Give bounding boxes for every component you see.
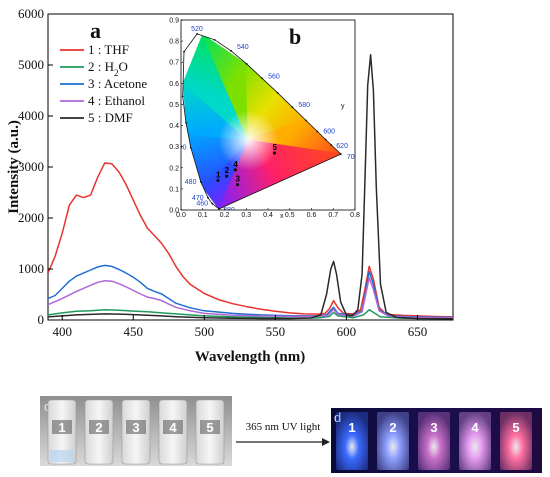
x-axis-ticks: 400 450 500 550 600 650 [52,315,427,339]
inset-y-tick: 0.9 [169,18,179,25]
inset-ticks: 0.0 0.1 0.2 0.3 0.4 0.5 0.6 0.7 0.8 0.0 0.1 0.2 0.3 0… [169,18,360,220]
uv-vial-5 [500,412,532,470]
x-tick-label: 600 [337,324,357,339]
inset-x-tick: 0.1 [198,212,208,219]
wavelength-label: 540 [237,44,249,51]
y-axis-label: Intensity (a.u.) [6,120,22,214]
daylight-vial-label: 3 [132,420,139,435]
daylight-vials: 1 2 3 4 5 [47,399,225,465]
cie-point-1 [216,178,220,183]
inset-x-tick: 0.8 [350,212,360,219]
wavelength-label: 700 [347,154,359,161]
inset-x-tick: 0.0 [176,212,186,219]
wavelength-label: 470 [192,195,204,202]
uv-vial-label: 3 [430,420,437,435]
inset-y-tick: 0.2 [169,165,179,172]
legend-entry-3: 3 : Acetone [88,76,147,91]
cie-point-3 [235,183,240,187]
cie-point-4 [233,168,237,172]
y-tick-label: 0 [38,312,45,327]
series-line-1 [48,162,453,318]
cie-point-2 [225,174,229,178]
inset-y-tick: 0.1 [169,186,179,193]
uv-vial-label: 4 [471,420,479,435]
daylight-vial-label: 2 [95,420,102,435]
uv-vial-3 [418,412,450,470]
wavelength-label: 480 [185,179,197,186]
uv-vial-2 [377,412,409,470]
daylight-vial-label: 4 [169,420,177,435]
y-tick-label: 3000 [18,159,44,174]
wavelength-label: 460 [196,201,208,208]
cie-point-label: 1 [216,170,221,179]
uv-vial-1 [336,412,368,470]
wavelength-label: 620 [336,143,348,150]
y-tick-label: 4000 [18,108,44,123]
y-tick-label: 5000 [18,57,44,72]
series-line-4 [48,276,453,319]
wavelength-label: 600 [323,128,335,135]
uv-vial-label: 2 [389,420,396,435]
wavelength-label: 520 [191,26,203,33]
daylight-vial-label: 5 [206,420,213,435]
cie-point-label: 4 [233,160,238,169]
cie-point-label: 5 [273,143,278,152]
series-line-2 [48,309,453,320]
wavelength-label: 490 [175,145,187,152]
legend-entry-1: 1 : THF [88,42,129,57]
legend-entry-5: 5 : DMF [88,110,133,125]
cie-point-label: 2 [225,166,230,175]
x-tick-label: 400 [52,324,72,339]
uv-vial-4 [459,412,491,470]
inset-y-label: y [341,103,345,110]
y-tick-label: 2000 [18,210,44,225]
legend-entry-2: 2 : H2O [88,59,128,78]
series-line-5 [48,54,453,320]
inset-x-tick: 0.3 [241,212,251,219]
inset-x-tick: 0.2 [220,212,230,219]
uv-vial-label: 1 [348,420,355,435]
cie-point-label: 3 [236,175,241,184]
inset-x-label: x [280,213,284,220]
series-layer [48,54,453,320]
x-tick-label: 650 [408,324,428,339]
x-tick-label: 500 [195,324,215,339]
uv-vial-label: 5 [512,420,519,435]
uv-vials: 1 2 3 4 5 [336,412,532,470]
cie-inset: 5205405605806006207005004904804704603801… [169,18,360,221]
y-tick-label: 1000 [18,261,44,276]
cie-point-5 [272,151,277,155]
inset-y-tick: 0.4 [169,123,179,130]
legend-entry-4: 4 : Ethanol [88,93,145,108]
photo-label-c: c [44,399,51,414]
inset-y-tick: 0.8 [169,39,179,46]
inset-y-tick: 0.6 [169,81,179,88]
y-tick-label: 6000 [18,6,44,21]
inset-x-tick: 0.5 [285,212,295,219]
inset-y-tick: 0.5 [169,102,179,109]
x-axis-label: Wavelength (nm) [195,349,305,365]
wavelength-label: 560 [268,73,280,80]
y-axis-ticks: 0 1000 2000 3000 4000 5000 6000 [18,6,53,327]
inset-y-tick: 0.7 [169,60,179,67]
inset-x-tick: 0.4 [263,212,273,219]
x-tick-label: 550 [266,324,286,339]
daylight-vial-label: 1 [58,420,65,435]
inset-x-tick: 0.6 [307,212,317,219]
panel-label-a: a [90,18,101,43]
inset-x-tick: 0.7 [328,212,338,219]
uv-arrow-text: 365 nm UV light [246,421,321,433]
wavelength-label: 380 [223,207,235,214]
inset-y-tick: 0.3 [169,144,179,151]
panel-label-b: b [289,24,301,49]
inset-y-tick: 0.0 [169,208,179,215]
wavelength-label: 580 [298,102,310,109]
uv-arrow-head [322,438,330,446]
x-tick-label: 450 [124,324,144,339]
